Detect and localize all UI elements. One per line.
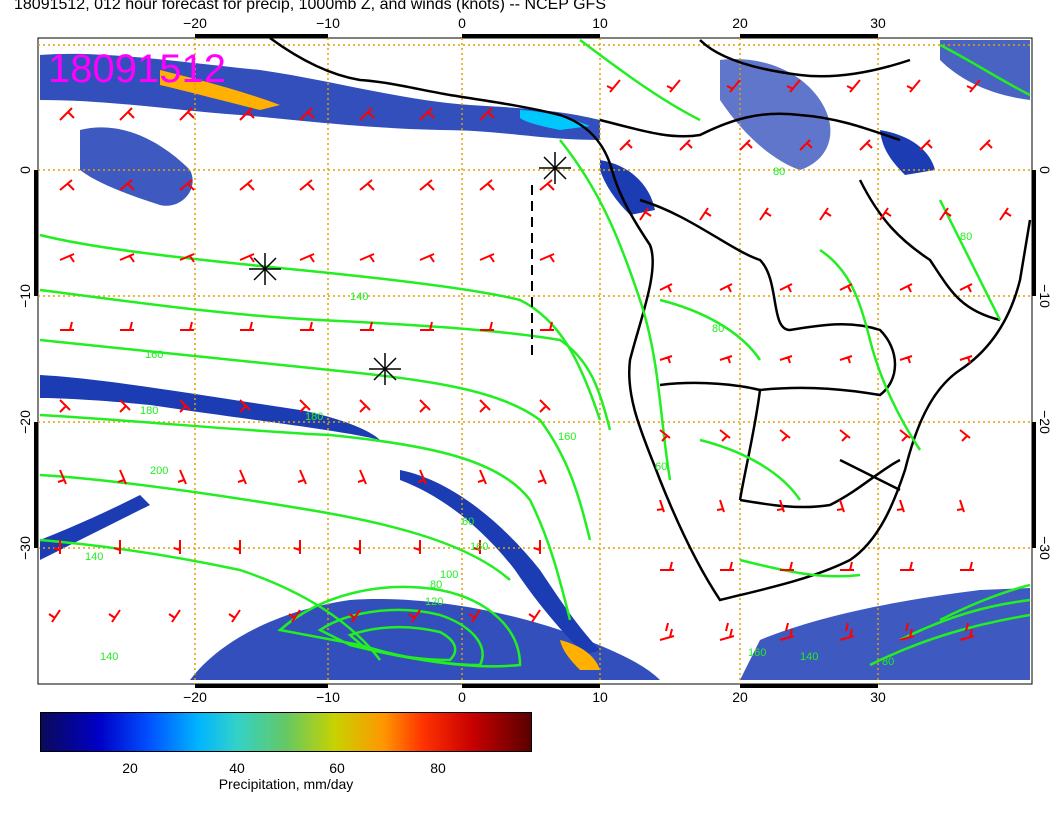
contour-label: 80 [882,656,894,668]
contour-label: 160 [470,541,488,553]
colorbar-gradient [40,712,532,752]
date-stamp: 18091512 [48,47,226,91]
colorbar-tick: 80 [430,760,446,776]
lat-tick-label: 0 [1037,166,1053,174]
lon-tick-label: −20 [183,15,207,31]
contour-label: 160 [748,647,766,659]
lat-tick-label: −20 [1037,410,1053,434]
precip-arc-south [400,470,600,655]
lon-tick-label: 10 [592,689,608,705]
page-title: 18091512, 012 hour forecast for precip, … [14,0,606,13]
lon-tick-label: −10 [316,689,340,705]
z1000-contours [39,38,1031,668]
colorbar-tick: 40 [229,760,245,776]
precip-core-south [560,640,600,670]
marker-asterisk-3 [369,353,401,385]
africa-inner-1 [639,198,897,501]
lat-tick-label: −10 [1037,284,1053,308]
contour-label: 140 [85,551,103,563]
marker-asterisk-1 [539,152,571,184]
contour-label: 60 [655,461,667,473]
left-lat-ticks: 0 −10 −20 −30 [17,166,33,560]
contour-label: 120 [425,596,443,608]
lat-tick-label: −30 [17,536,33,560]
lat-tick-label: −10 [17,284,33,308]
colorbar-tick: 60 [329,760,345,776]
contour-label: 140 [100,651,118,663]
marker-asterisk-2 [249,253,281,285]
contour-label: 80 [712,323,724,335]
lon-tick-label: −10 [316,15,340,31]
lon-tick-label: −20 [183,689,207,705]
wind-barbs [48,79,1012,641]
lat-tick-label: −30 [1037,536,1053,560]
contour-label: 180 [305,411,323,423]
sahara-border [699,39,911,78]
colorbar: 20 40 60 80 Precipitation, mm/day [40,712,532,792]
precip-blob-west [80,127,193,206]
contour-label: 60 [462,516,474,528]
contour-labels: 140 160 180 180 200 160 80 60 140 160 80… [85,166,972,668]
africa-inner-6 [839,458,901,492]
precip-band-west [40,375,380,440]
contour-label: 140 [350,291,368,303]
contour-label: 80 [960,231,972,243]
africa-inner-5 [659,381,761,392]
frame-ticks [34,34,1036,688]
contour-label: 80 [773,166,785,178]
contour-label: 180 [140,405,158,417]
coastlines [269,36,1032,602]
lon-tick-label: 0 [458,15,466,31]
precip-south-cyclone [190,599,660,680]
contour-label: 200 [150,465,168,477]
contour-label: 160 [145,349,163,361]
contour-label: 160 [558,431,576,443]
lon-tick-label: 0 [458,689,466,705]
lat-tick-label: 0 [17,166,33,174]
lat-tick-label: −20 [17,410,33,434]
top-lon-ticks: −20 −10 0 10 20 30 [183,15,886,31]
contour-label: 80 [430,579,442,591]
colorbar-label: Precipitation, mm/day [218,776,354,792]
lon-tick-label: 20 [732,15,748,31]
lon-tick-label: 20 [732,689,748,705]
contour-label: 100 [440,569,458,581]
africa-inner-2 [739,458,901,509]
lon-tick-label: 30 [870,689,886,705]
precip-core-north [160,70,280,110]
africa-inner-4 [858,179,1001,322]
contour-label: 140 [800,651,818,663]
lon-tick-label: 10 [592,15,608,31]
africa-inner-3 [599,112,901,142]
precip-core-north-2 [520,110,590,130]
precip-east [880,130,935,175]
west-africa-coast [269,36,1032,602]
precip-layer [40,40,1030,680]
bottom-lon-ticks: −20 −10 0 10 20 30 [183,689,886,705]
colorbar-tick: 20 [122,760,138,776]
right-lat-ticks: 0 −10 −20 −30 [1037,166,1053,560]
lon-tick-label: 30 [870,15,886,31]
